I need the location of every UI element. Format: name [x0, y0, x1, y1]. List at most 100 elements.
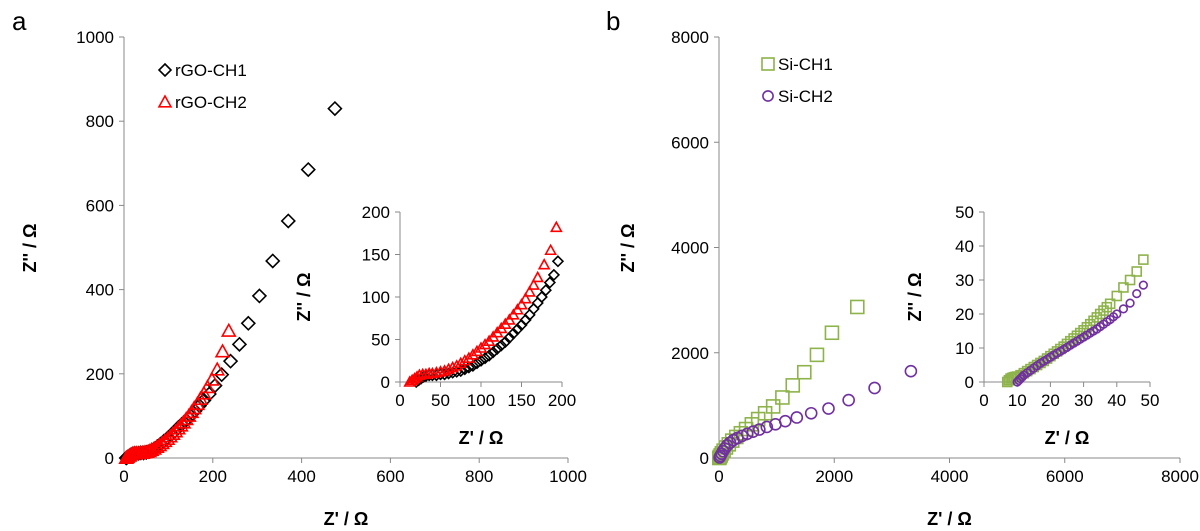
x-tick-label: 150: [507, 391, 535, 410]
x-tick-label: 200: [199, 467, 227, 486]
data-point: [765, 399, 781, 414]
y-tick-label: 50: [955, 203, 974, 222]
y-tick-label: 800: [86, 112, 114, 131]
data-point: [462, 351, 476, 364]
legend-label: rGO-CH1: [175, 61, 247, 80]
x-tick-label: 800: [465, 467, 493, 486]
y-tick-label: 20: [955, 305, 974, 324]
data-point: [413, 368, 426, 381]
x-tick-label: 400: [287, 467, 315, 486]
x-tick-label: 4000: [931, 467, 969, 486]
data-point: [327, 100, 343, 117]
data-point: [523, 285, 536, 297]
data-point: [1098, 305, 1109, 316]
data-point: [207, 377, 223, 394]
chart-a-inset: 0 50 100 150 200 0 50 100 150 200 Z' / Ω Z'' / Ω: [294, 203, 576, 448]
y-tick-label: 0: [965, 373, 974, 392]
data-point: [470, 344, 484, 357]
data-point: [251, 288, 268, 304]
data-point: [1101, 301, 1113, 313]
legend-label: rGO-CH2: [175, 93, 247, 112]
x-axis-title: Z' / Ω: [927, 509, 972, 529]
panel-label-b: b: [606, 6, 620, 36]
data-point: [1111, 290, 1123, 302]
x-tick-label: 0: [714, 467, 723, 486]
y-tick-label: 40: [955, 237, 974, 256]
y-tick-label: 400: [86, 281, 114, 300]
data-point: [300, 161, 316, 178]
x-tick-label: 2000: [815, 467, 853, 486]
data-point: [519, 292, 532, 304]
series-rGO-CH2: [403, 220, 563, 387]
data-point: [537, 258, 551, 270]
x-tick-label: 30: [1074, 391, 1093, 410]
data-point: [551, 255, 565, 268]
data-point: [544, 243, 558, 256]
data-point: [499, 335, 512, 349]
data-point: [1138, 280, 1148, 290]
x-tick-label: 20: [1041, 391, 1060, 410]
data-point: [503, 331, 516, 344]
y-tick-label: 6000: [671, 133, 709, 152]
data-point: [434, 365, 447, 377]
legend-marker: [761, 57, 775, 71]
panel-label-a: a: [12, 6, 27, 36]
data-point: [796, 364, 812, 380]
x-tick-label: 0: [395, 391, 404, 410]
x-tick-label: 50: [1141, 391, 1160, 410]
y-axis-title: Z'' / Ω: [618, 224, 638, 273]
y-tick-label: 600: [86, 196, 114, 215]
data-point: [511, 323, 524, 336]
x-tick-label: 0: [119, 467, 128, 486]
data-point: [231, 336, 248, 352]
data-point: [849, 299, 865, 315]
x-axis-title: Z' / Ω: [324, 509, 369, 529]
data-point: [809, 347, 825, 363]
x-tick-label: 6000: [1046, 467, 1084, 486]
data-point: [1118, 304, 1129, 314]
y-tick-label: 200: [362, 203, 390, 222]
data-point: [265, 253, 281, 269]
data-point: [491, 342, 504, 355]
y-tick-label: 10: [955, 339, 974, 358]
y-axis-title: Z'' / Ω: [294, 273, 314, 322]
y-tick-label: 200: [86, 365, 114, 384]
data-point: [154, 435, 171, 450]
data-point: [775, 390, 790, 405]
data-point: [785, 378, 801, 393]
data-point: [753, 423, 766, 436]
data-point: [214, 367, 230, 383]
data-point: [478, 352, 492, 365]
legend-label: Si-CH1: [778, 55, 833, 74]
y-tick-label: 50: [371, 331, 390, 350]
x-tick-label: 8000: [1161, 467, 1199, 486]
data-point: [527, 278, 541, 290]
data-point: [824, 325, 840, 341]
data-point: [430, 366, 443, 378]
data-point: [240, 315, 256, 331]
y-tick-label: 100: [362, 288, 390, 307]
x-axis-title: Z' / Ω: [459, 428, 504, 448]
y-tick-label: 30: [955, 271, 974, 290]
data-point: [209, 361, 226, 376]
x-tick-label: 600: [376, 467, 404, 486]
y-tick-label: 1000: [76, 28, 114, 47]
x-tick-label: 200: [548, 391, 576, 410]
data-point: [1132, 288, 1142, 299]
data-point: [214, 343, 231, 358]
data-point: [740, 427, 754, 441]
data-point: [426, 366, 439, 379]
data-point: [143, 441, 160, 457]
x-tick-label: 40: [1107, 391, 1126, 410]
data-point: [487, 346, 500, 359]
inset-background: [981, 210, 1155, 384]
y-tick-label: 0: [105, 449, 114, 468]
data-point: [790, 411, 804, 424]
y-axis-title: Z'' / Ω: [20, 224, 40, 273]
x-tick-label: 100: [467, 391, 495, 410]
y-tick-label: 0: [381, 373, 390, 392]
y-tick-label: 8000: [671, 28, 709, 47]
